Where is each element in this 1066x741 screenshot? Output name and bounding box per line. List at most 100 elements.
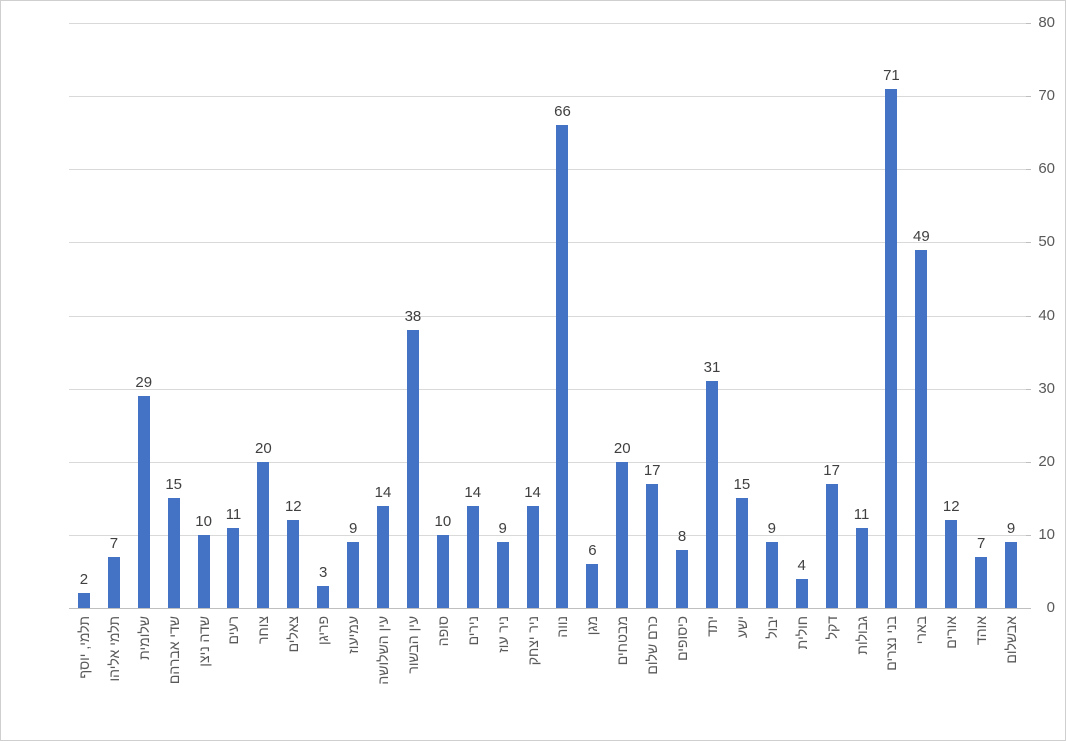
y-axis-tick: [1026, 461, 1031, 463]
x-axis-category-label: יבול: [763, 616, 780, 639]
x-axis-category-label: כרם שלום: [644, 616, 661, 675]
bar: [975, 556, 988, 608]
bar-value-label: 14: [524, 483, 541, 501]
y-axis-tick: [1026, 315, 1031, 317]
bar: [257, 461, 270, 608]
x-axis-category-label: רעים: [225, 616, 242, 645]
x-axis-category-label: יתד: [703, 616, 720, 637]
bar: [227, 527, 240, 608]
bar: [646, 483, 659, 608]
bar-value-label: 8: [677, 527, 687, 545]
gridline: [69, 242, 1026, 244]
bar-value-label: 17: [823, 461, 840, 479]
y-axis-tick: [1026, 23, 1031, 24]
bar-value-label: 31: [703, 359, 721, 377]
gridline: [69, 96, 1026, 98]
bar-value-label: 14: [464, 483, 482, 501]
bar-value-label: 7: [109, 534, 119, 552]
y-axis-tick: [1026, 608, 1031, 609]
y-axis-tick: [1026, 96, 1031, 98]
y-axis-tick: [1026, 242, 1031, 244]
bar-value-label: 14: [374, 483, 392, 501]
x-axis-category-label: אבשלום: [1003, 616, 1020, 664]
gridline: [69, 388, 1026, 390]
gridline: [69, 461, 1026, 463]
bar-value-label: 12: [284, 498, 302, 516]
x-axis-category-label: ישע: [733, 616, 750, 639]
x-axis-category-label: שדי אברהם: [165, 616, 182, 685]
x-axis-category-label: חולית: [793, 616, 810, 650]
x-axis-category-label: סופה: [434, 616, 451, 647]
bar: [377, 505, 390, 608]
bar-value-label: 66: [554, 103, 571, 121]
y-axis-tick-label: 0: [1046, 599, 1055, 616]
x-axis-category-label: ניר יצחק: [524, 616, 541, 666]
bar-value-label: 9: [1006, 520, 1016, 538]
y-axis-tick-label: 50: [1038, 233, 1055, 251]
bar: [795, 578, 808, 608]
bar: [287, 520, 300, 608]
x-axis-line: [69, 608, 1026, 609]
bar: [705, 381, 718, 608]
x-axis-category-label: אורים: [943, 616, 960, 649]
bar-value-label: 12: [942, 498, 960, 516]
bar: [197, 534, 210, 608]
bar-value-label: 9: [498, 520, 507, 538]
x-axis-category-label: עין הבשור: [404, 616, 421, 674]
x-axis-category-label: נווה: [554, 616, 571, 638]
x-axis-category-label: פריגן: [315, 616, 332, 645]
y-axis-tick-label: 80: [1038, 14, 1055, 31]
bar-value-label: 11: [853, 505, 870, 523]
bar-value-label: 9: [767, 520, 776, 538]
bar-value-label: 10: [434, 512, 452, 530]
y-axis-tick-label: 60: [1038, 160, 1055, 178]
bar-value-label: 20: [613, 439, 631, 457]
y-axis-tick: [1026, 169, 1031, 171]
bar-value-label: 11: [225, 505, 242, 523]
x-axis-category-label: בארי: [913, 616, 930, 645]
bar: [586, 564, 599, 608]
y-axis-tick-label: 70: [1038, 87, 1055, 105]
x-axis-category-label: אוהד: [973, 616, 990, 646]
gridline: [69, 169, 1026, 171]
x-axis-category-label: שדה ניצן: [195, 616, 212, 667]
bar: [945, 520, 958, 608]
bar: [735, 498, 748, 608]
bar-value-label: 10: [195, 512, 212, 530]
x-axis-category-label: עמיעוז: [345, 616, 362, 654]
y-axis-tick-label: 40: [1038, 306, 1055, 324]
x-axis-category-label: ניר עוז: [494, 616, 511, 653]
x-axis-category-label: צאלים: [285, 616, 302, 653]
bar: [676, 549, 689, 608]
gridline: [69, 534, 1026, 536]
bar-value-label: 71: [883, 66, 900, 84]
gridline: [69, 315, 1026, 317]
x-axis-category-label: דקל: [823, 616, 840, 640]
bar: [137, 395, 150, 608]
y-axis-tick: [1026, 388, 1031, 390]
bar-value-label: 15: [165, 476, 183, 494]
bar: [496, 542, 509, 608]
bar-value-label: 17: [643, 461, 661, 479]
x-axis-category-label: גבולות: [853, 616, 870, 655]
x-axis-category-label: עין השלושה: [375, 616, 392, 685]
bar: [317, 586, 330, 608]
x-axis-category-label: מגן: [584, 616, 601, 636]
bar-value-label: 9: [348, 520, 358, 538]
bar-value-label: 15: [733, 476, 751, 494]
bar-value-label: 2: [79, 571, 89, 589]
bar: [556, 125, 569, 608]
bar: [77, 593, 90, 608]
x-axis-category-label: תלמי אליהו: [105, 616, 122, 682]
bar: [406, 330, 419, 608]
bar: [1005, 542, 1018, 608]
y-axis-tick-label: 20: [1038, 452, 1055, 470]
bar-value-label: 29: [135, 373, 153, 391]
x-axis-category-label: נירים: [464, 616, 481, 646]
bar: [107, 556, 120, 608]
bar: [436, 534, 449, 608]
bar-value-label: 3: [319, 564, 328, 582]
gridline: [69, 23, 1026, 24]
bar-value-label: 49: [912, 227, 930, 245]
